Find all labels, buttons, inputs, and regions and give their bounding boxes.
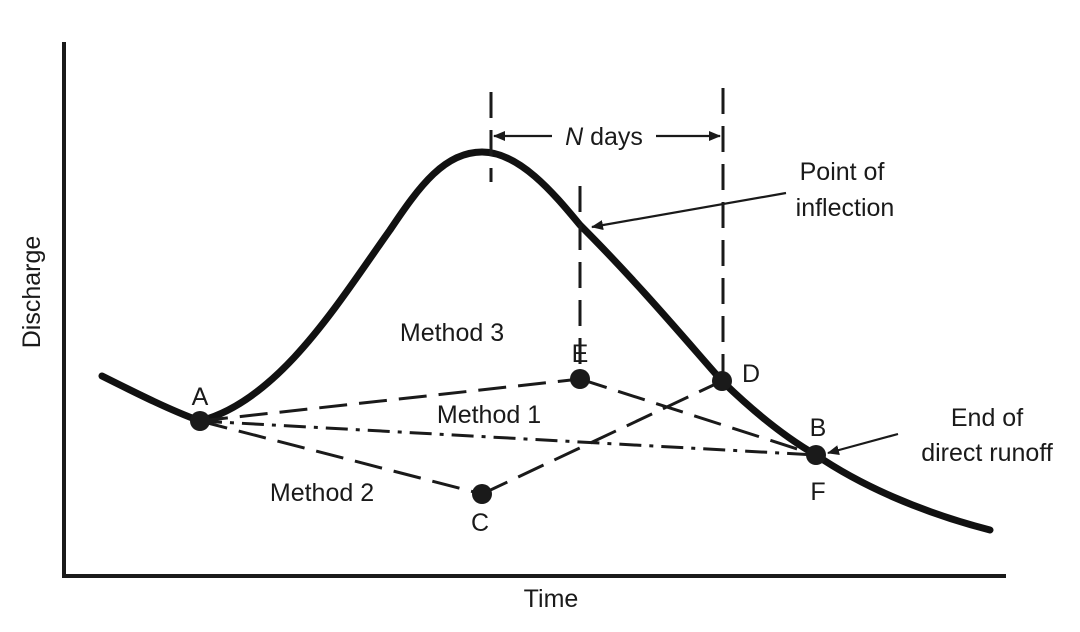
method-3-label: Method 3 xyxy=(400,319,504,347)
point-e-dot xyxy=(570,369,590,389)
point-a-label: A xyxy=(192,383,209,411)
inflection-arrow xyxy=(591,191,787,231)
point-e-label: E xyxy=(572,340,589,368)
point-b-label: B xyxy=(810,414,827,442)
method-2-line-cd xyxy=(481,379,723,496)
runoff-label-line2: direct runoff xyxy=(921,439,1053,467)
y-axis-label: Discharge xyxy=(18,236,46,349)
n-days-label: N days xyxy=(565,123,643,151)
method-2-line-ac xyxy=(199,419,483,496)
method-3-line-eb xyxy=(579,377,817,457)
inflection-label-line1: Point of xyxy=(800,158,885,186)
x-axis-label: Time xyxy=(524,585,579,613)
point-d-dot xyxy=(712,371,732,391)
runoff-arrow xyxy=(827,432,899,455)
days-unit: days xyxy=(583,123,643,151)
n-variable: N xyxy=(565,123,584,151)
point-a-dot xyxy=(190,411,210,431)
point-c-dot xyxy=(472,484,492,504)
point-f-label: F xyxy=(810,478,825,506)
method-1-label: Method 1 xyxy=(437,401,541,429)
method-1-line-ab xyxy=(199,419,817,457)
point-c-label: C xyxy=(471,509,489,537)
point-d-label: D xyxy=(742,360,760,388)
runoff-label-line1: End of xyxy=(951,404,1023,432)
method-2-label: Method 2 xyxy=(270,479,374,507)
point-b-dot xyxy=(806,445,826,465)
inflection-label-line2: inflection xyxy=(796,194,895,222)
method-3-line-ae xyxy=(199,377,581,423)
